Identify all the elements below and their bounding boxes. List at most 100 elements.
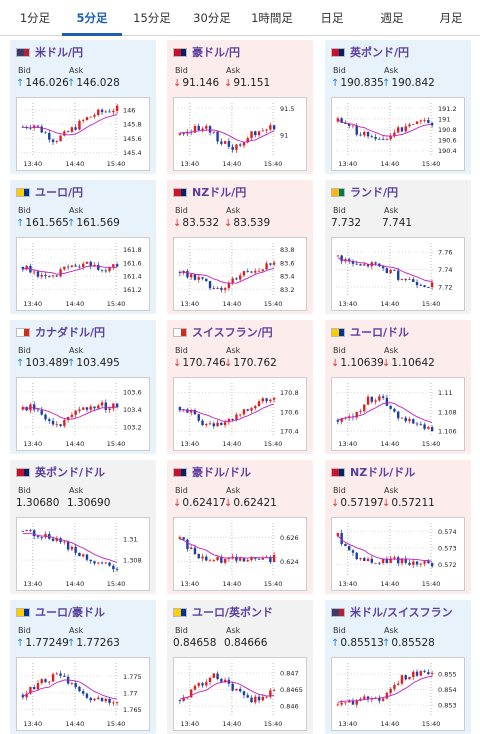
currency-pair-name[interactable]: ユーロ/豪ドル (35, 606, 106, 619)
tab-weekly[interactable]: 週足 (380, 11, 404, 25)
price-chart[interactable]: 13:40 14:40 15:40 170.8 170.6 170.4 (173, 377, 307, 451)
candle-down (412, 419, 415, 424)
candle-down (430, 122, 434, 126)
currency-card[interactable]: 豪ドル/ドル Bid Ask ↓0.62417 ↓0.62421 13:40 14:40 15… (167, 460, 313, 594)
candle-up (238, 414, 242, 416)
currency-card[interactable]: NZドル/ドル Bid Ask ↓0.57197 ↓0.57211 13:40 14:40 1… (325, 460, 471, 594)
currency-pair-name[interactable]: 英ポンド/ドル (35, 466, 106, 479)
price-chart[interactable]: 13:40 14:40 15:40 0.847 0.8465 0.846 (173, 657, 307, 731)
candle-down (178, 406, 182, 411)
candle-down (74, 683, 77, 687)
currency-card[interactable]: カナダドル/円 Bid Ask ↑103.489 ↑103.495 13:40 14:40 1… (10, 320, 156, 454)
candle-down (370, 136, 374, 138)
price-chart[interactable]: 13:40 14:40 15:40 0.626 0.624 (173, 517, 307, 591)
currency-card[interactable]: NZドル/円 Bid Ask ↓83.532 ↓83.539 13:40 14:40 15:4… (167, 180, 313, 314)
price-chart[interactable]: 13:40 14:40 15:40 1.775 1.77 1.765 (16, 657, 150, 731)
currency-pair-name[interactable]: NZドル/円 (192, 186, 247, 199)
ask-price-value: 83.539 (233, 217, 271, 229)
currency-card[interactable]: ユーロ/円 Bid Ask ↑161.565 ↑161.569 13:40 14:40 15:… (10, 180, 156, 314)
candle-up (347, 701, 351, 703)
bid-label: Bid (175, 346, 188, 355)
candle-down (254, 557, 257, 559)
ask-price-value: 0.62421 (233, 497, 277, 509)
y-tick-label: 7.72 (438, 284, 452, 292)
currency-card[interactable]: スイスフラン/円 Bid Ask ↓170.746 ↓170.762 13:40 14:40… (167, 320, 313, 454)
candle-down (44, 414, 47, 420)
arrow-up-icon: ↑ (67, 218, 76, 229)
price-chart[interactable]: 13:40 14:40 15:40 1.31 1.308 (16, 517, 150, 591)
candle-up (104, 111, 108, 113)
tab-5min[interactable]: 5分足 (62, 0, 122, 36)
currency-pair-name[interactable]: NZドル/ドル (350, 466, 416, 479)
candle-up (189, 689, 193, 698)
tab-30min[interactable]: 30分足 (193, 11, 231, 25)
currency-pair-name[interactable]: 英ポンド/円 (350, 46, 410, 59)
price-chart[interactable]: 13:40 14:40 15:40 1.11 1.108 1.106 (331, 377, 465, 451)
x-tick-label: 14:40 (223, 720, 242, 728)
candle-up (419, 120, 423, 122)
candle-down (178, 700, 182, 701)
candle-up (193, 685, 197, 690)
bid-price-value: 1.10639 (340, 357, 384, 369)
y-tick-label: 91.5 (280, 105, 294, 113)
currency-card[interactable]: ユーロ/ドル Bid Ask ↓1.10639 ↓1.10642 13:40 14:40 15… (325, 320, 471, 454)
price-chart[interactable]: 13:40 14:40 15:40 103.6 103.4 103.2 (16, 377, 150, 451)
currency-pair-name[interactable]: スイスフラン/円 (192, 326, 273, 339)
price-chart[interactable]: 13:40 14:40 15:40 7.76 7.74 7.72 (331, 237, 465, 311)
currency-card[interactable]: 英ポンド/ドル Bid Ask 1.30680 1.30690 13:40 14:40 15:… (10, 460, 156, 594)
currency-card[interactable]: 英ポンド/円 Bid Ask ↑190.835 ↑190.842 13:40 14:40 15… (325, 40, 471, 174)
price-chart[interactable]: 13:40 14:40 15:40 0.574 0.573 0.572 (331, 517, 465, 591)
currency-card[interactable]: ユーロ/豪ドル Bid Ask ↑1.77249 ↑1.77263 13:40 14:40 1… (10, 600, 156, 734)
currency-pair-name[interactable]: ユーロ/円 (35, 186, 84, 199)
candle-down (265, 398, 268, 402)
currency-pair-name[interactable]: カナダドル/円 (35, 326, 106, 339)
tab-1min[interactable]: 1分足 (19, 11, 51, 25)
candle-down (427, 287, 430, 288)
tab-15min[interactable]: 15分足 (133, 11, 171, 25)
currency-pair-name[interactable]: ランド/円 (350, 186, 399, 199)
candle-up (112, 110, 115, 113)
bid-price: ↓91.146 (173, 77, 219, 89)
moving-average-line (179, 681, 275, 700)
x-tick-label: 14:40 (66, 300, 85, 308)
candle-down (374, 262, 377, 264)
price-chart[interactable]: 13:40 14:40 15:40 91.5 91 (173, 97, 307, 171)
candle-down (415, 671, 419, 676)
currency-pair-name[interactable]: 豪ドル/円 (192, 46, 241, 59)
tab-monthly[interactable]: 月足 (439, 11, 463, 25)
currency-card[interactable]: 米ドル/スイスフラン Bid Ask ↑0.85513 ↑0.85528 13:40 14:… (325, 600, 471, 734)
ask-label: Ask (226, 66, 241, 75)
currency-pair-name[interactable]: 米ドル/円 (35, 46, 84, 59)
candle-up (272, 397, 276, 400)
bid-price-value: 0.57197 (340, 497, 384, 509)
price-chart[interactable]: 13:40 14:40 15:40 146 145.8 145.6 145.4 (16, 97, 150, 171)
candle-up (216, 287, 219, 289)
price-chart[interactable]: 13:40 14:40 15:40 0.855 0.854 0.853 (331, 657, 465, 731)
moving-average-line (337, 257, 433, 282)
currency-pair-name[interactable]: ユーロ/ドル (350, 326, 410, 339)
price-chart[interactable]: 13:40 14:40 15:40 191.2 191 190.8 190.6 190.4 (331, 97, 465, 171)
currency-card[interactable]: ユーロ/英ポンド Bid Ask 0.84658 0.84666 13:40 14:40 15… (167, 600, 313, 734)
currency-card[interactable]: ランド/円 Bid Ask 7.732 7.741 13:40 14:40 15:40 7.76… (325, 180, 471, 314)
candle-down (419, 423, 423, 425)
candle-up (197, 277, 200, 280)
y-tick-label: 170.6 (280, 408, 299, 416)
currency-pair-name[interactable]: ユーロ/英ポンド (192, 606, 274, 619)
x-tick-label: 14:40 (66, 160, 85, 168)
currency-card[interactable]: 米ドル/円 Bid Ask ↑146.026 ↑146.028 13:40 14:40 15:… (10, 40, 156, 174)
price-chart[interactable]: 13:40 14:40 15:40 83.8 83.6 83.4 83.2 (173, 237, 307, 311)
y-tick-label: 145.8 (123, 121, 142, 129)
price-chart[interactable]: 13:40 14:40 15:40 161.8 161.6 161.4 161.2 (16, 237, 150, 311)
candle-up (355, 700, 358, 705)
candle-down (220, 679, 223, 682)
bid-price-value: 146.026 (25, 77, 69, 89)
candle-up (212, 131, 216, 133)
currency-pair-name[interactable]: 豪ドル/ドル (192, 466, 252, 479)
bid-price-value: 190.835 (340, 77, 384, 89)
tab-daily[interactable]: 日足 (320, 11, 344, 25)
tab-1hour[interactable]: 1時間足 (251, 11, 293, 25)
candle-down (78, 552, 81, 557)
currency-card[interactable]: 豪ドル/円 Bid Ask ↓91.146 ↓91.151 13:40 14:40 15:40… (167, 40, 313, 174)
currency-pair-name[interactable]: 米ドル/スイスフラン (350, 606, 453, 619)
candle-up (336, 118, 340, 122)
